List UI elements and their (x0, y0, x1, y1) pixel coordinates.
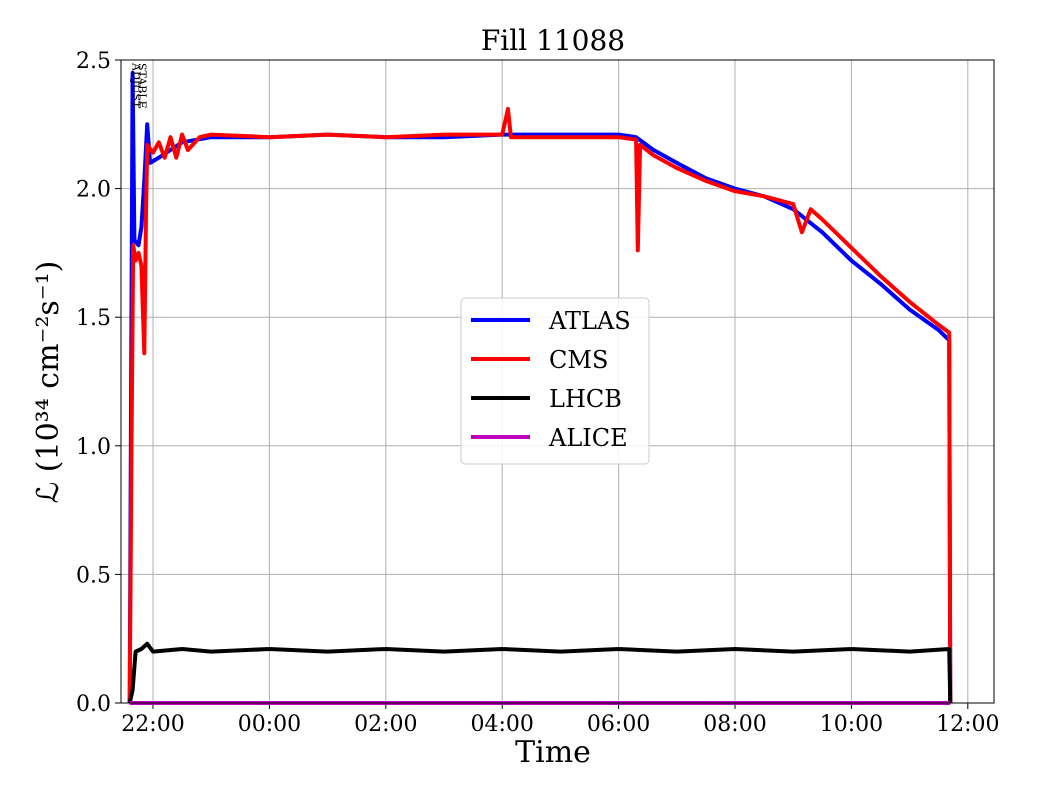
y-tick-label: 2.0 (76, 178, 111, 203)
x-tick-label: 22:00 (121, 712, 184, 737)
legend-label-atlas: ATLAS (548, 307, 631, 335)
y-tick-label: 2.5 (76, 49, 111, 74)
x-tick-label: 04:00 (471, 712, 534, 737)
series-line-cms (127, 106, 953, 704)
x-tick-label: 06:00 (587, 712, 650, 737)
legend-label-lhcb: LHCB (549, 385, 622, 413)
legend-label-alice: ALICE (548, 424, 628, 452)
y-tick-label: 1.0 (76, 435, 111, 460)
legend-box (460, 297, 650, 465)
plot-frame (120, 59, 995, 704)
chart-title: Fill 11088 (481, 24, 625, 57)
y-axis-label: ℒ (10³⁴ cm⁻²s⁻¹) (31, 261, 66, 504)
annotation-adjust: ADJUST (130, 62, 143, 109)
x-tick-label: 00:00 (238, 712, 301, 737)
y-tick-label: 0.5 (76, 563, 111, 588)
legend: ATLAS CMS LHCB ALICE (460, 297, 650, 465)
y-tick-label: 1.5 (76, 306, 111, 331)
legend-label-cms: CMS (549, 346, 608, 374)
x-tick-label: 02:00 (354, 712, 417, 737)
series-line-lhcb (127, 641, 953, 704)
annotation-stable: STABLE (135, 63, 148, 109)
axis-ticks: 22:00 00:00 02:00 04:00 06:00 08:00 10:00 12:00… (76, 49, 1000, 737)
y-tick-label: 0.0 (76, 692, 111, 717)
x-axis-label: Time (515, 735, 591, 770)
x-tick-label: 08:00 (703, 712, 766, 737)
x-tick-label: 10:00 (820, 712, 883, 737)
x-tick-label: 12:00 (936, 712, 999, 737)
